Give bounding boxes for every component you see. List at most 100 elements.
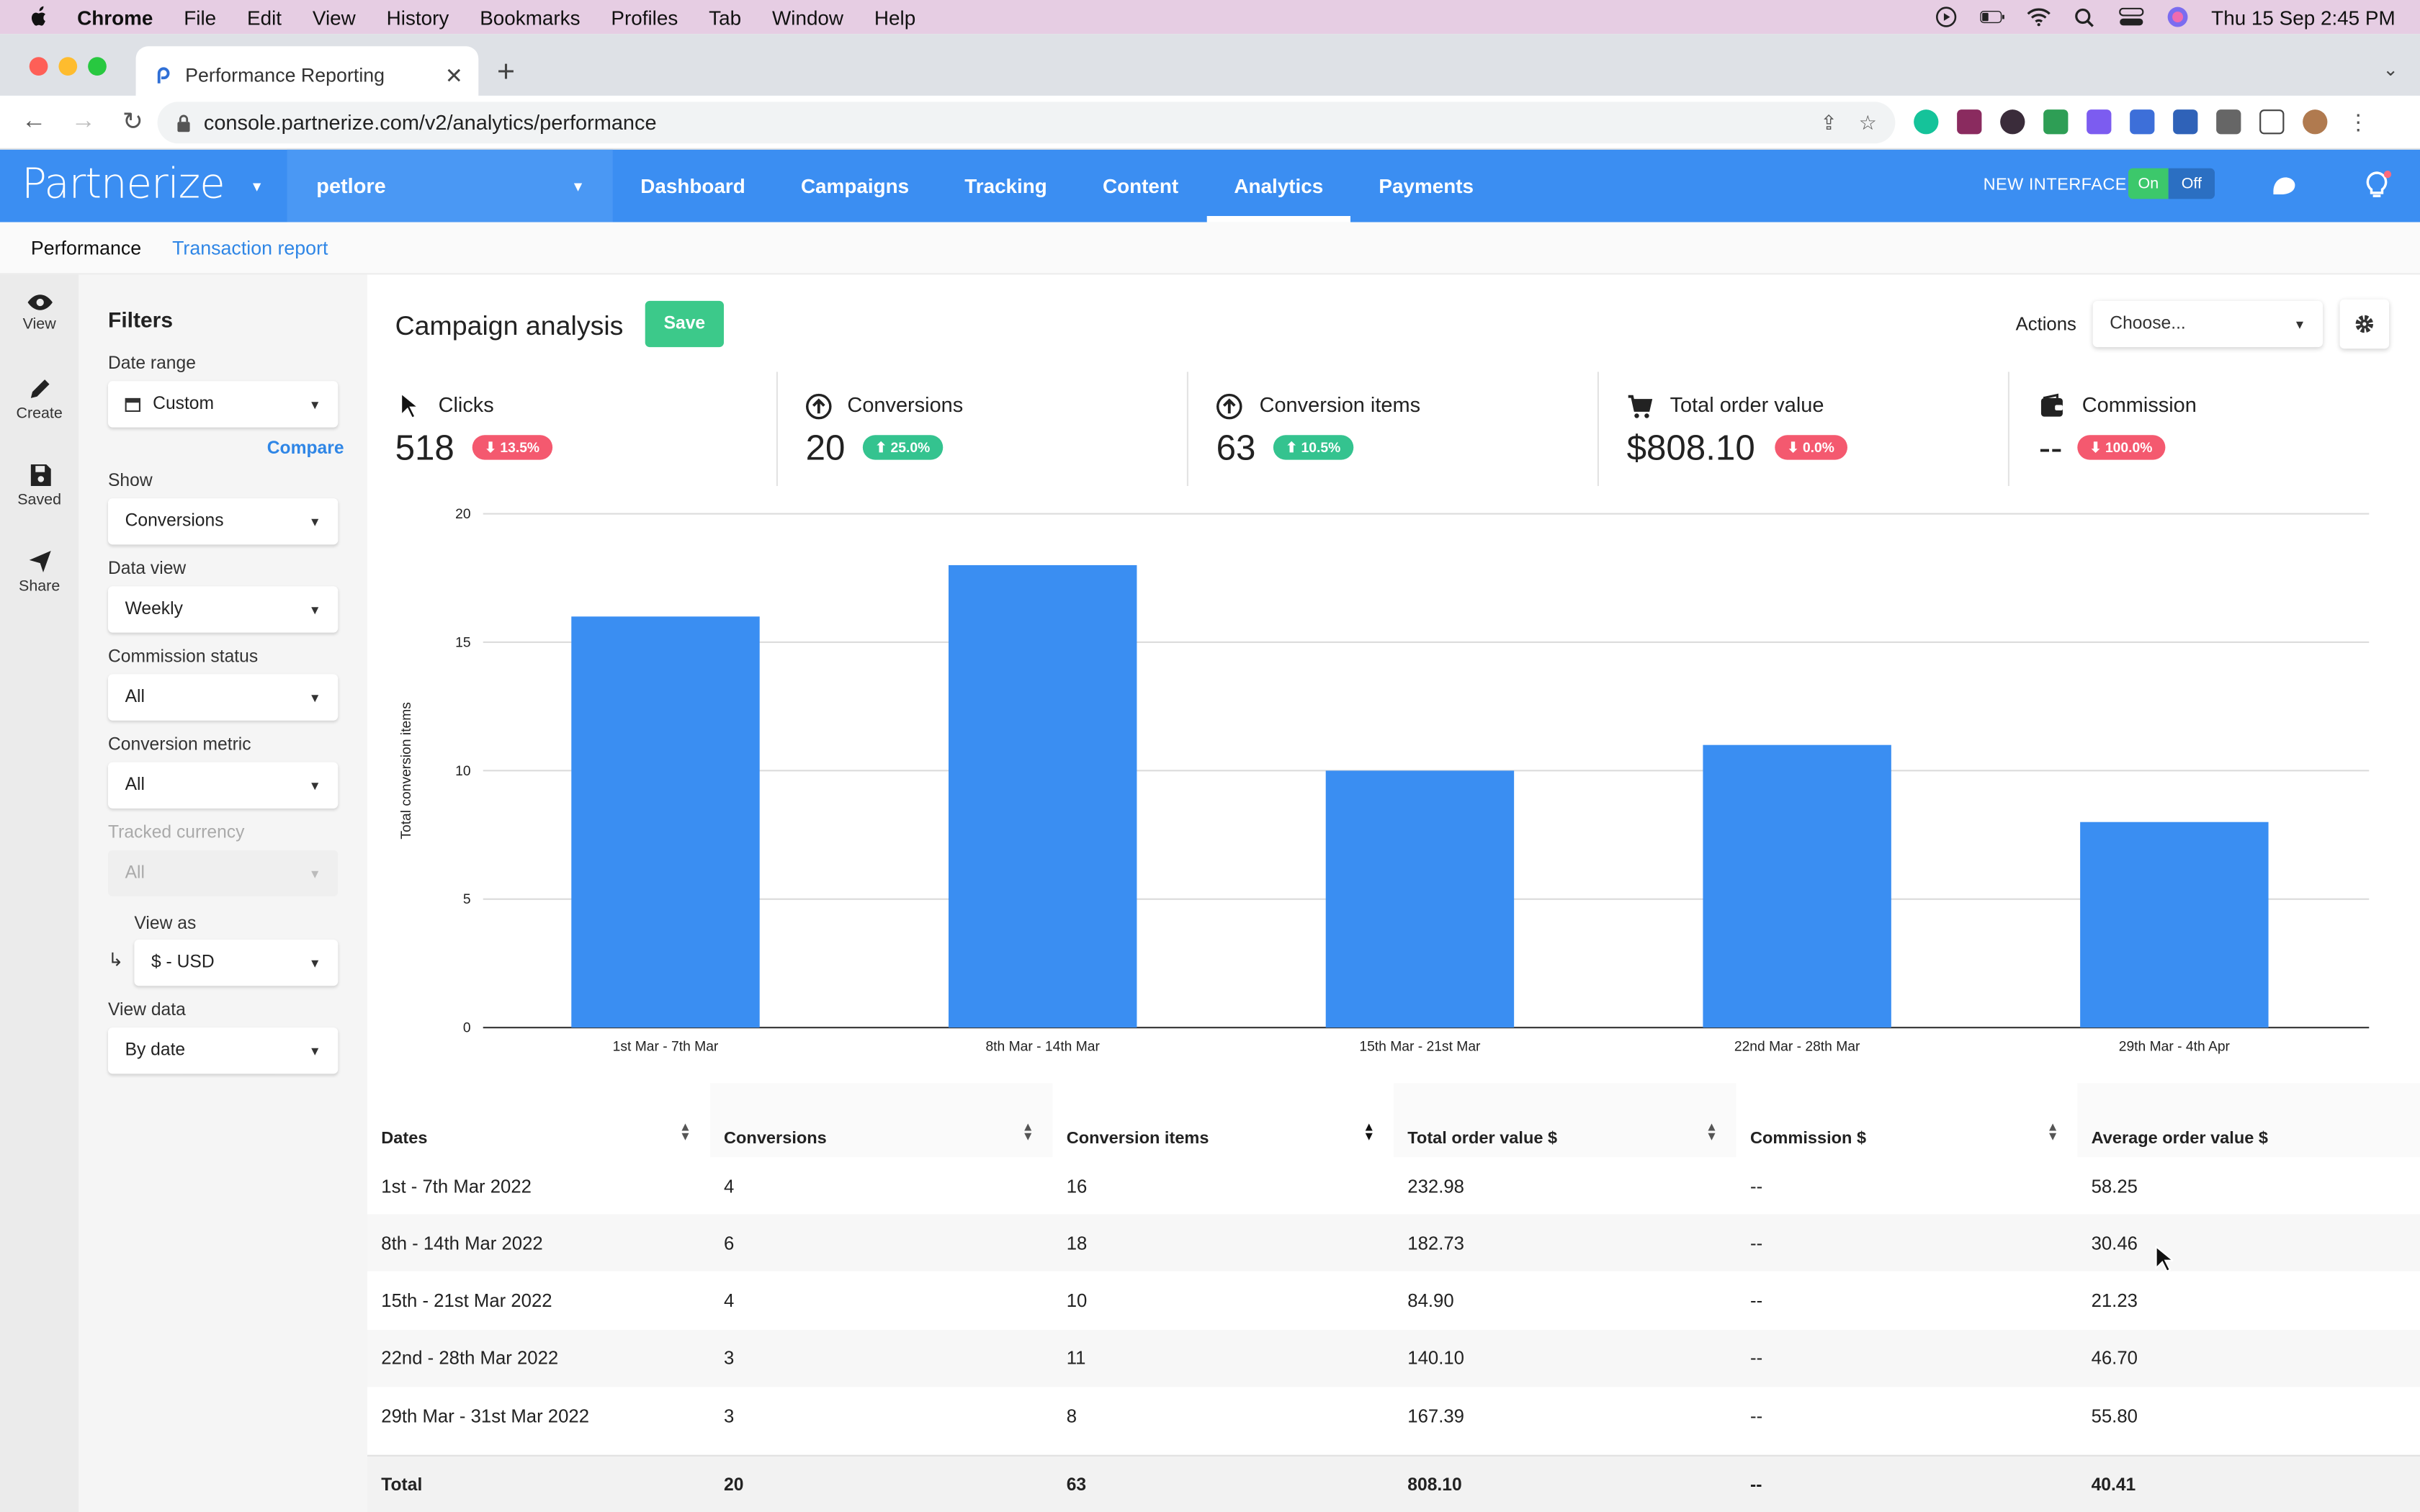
menu-edit[interactable]: Edit [247, 5, 282, 29]
menu-bookmarks[interactable]: Bookmarks [480, 5, 581, 29]
spotlight-search-icon[interactable] [2072, 6, 2097, 28]
share-page-icon[interactable]: ⇪ [1820, 111, 1837, 135]
data-view-select[interactable]: Weekly ▼ [108, 586, 339, 633]
extension-d-icon[interactable] [2087, 109, 2112, 135]
lock-icon[interactable] [176, 114, 191, 132]
battery-icon[interactable] [1979, 6, 2004, 28]
profile-avatar[interactable] [2303, 109, 2328, 135]
menu-help[interactable]: Help [874, 5, 916, 29]
col-header-conversion-items[interactable]: Conversion items ▲ ▼ [1052, 1083, 1394, 1157]
help-chat-icon[interactable] [2269, 170, 2300, 201]
rail-saved[interactable]: Saved [0, 463, 79, 509]
show-value: Conversions [125, 512, 224, 531]
bookmark-star-icon[interactable]: ☆ [1858, 111, 1877, 135]
menu-clock[interactable]: Thu 15 Sep 2:45 PM [2211, 5, 2396, 29]
nav-payments[interactable]: Payments [1379, 174, 1474, 198]
rail-view[interactable]: View [0, 293, 79, 333]
nav-content[interactable]: Content [1102, 174, 1179, 198]
col-header-commission[interactable]: Commission $ ▲ ▼ [1736, 1083, 2078, 1157]
toggle-on[interactable]: On [2128, 168, 2169, 199]
menu-tab[interactable]: Tab [709, 5, 742, 29]
menu-file[interactable]: File [184, 5, 217, 29]
menu-app-name[interactable]: Chrome [77, 5, 153, 29]
col-header-conversions[interactable]: Conversions ▲ ▼ [709, 1083, 1053, 1158]
tab-search-chevron-icon[interactable]: ⌄ [2383, 58, 2398, 81]
side-panel-icon[interactable] [2259, 109, 2285, 135]
sort-icon[interactable]: ▲ ▼ [2046, 1120, 2059, 1143]
save-button[interactable]: Save [645, 300, 724, 348]
col-header-label: Total order value $ [1407, 1129, 1558, 1148]
forward-icon[interactable]: → [71, 108, 96, 135]
sort-icon[interactable]: ▲ ▼ [1363, 1120, 1376, 1143]
back-icon[interactable]: ← [22, 108, 47, 135]
nav-dashboard[interactable]: Dashboard [640, 174, 745, 198]
sort-icon[interactable]: ▲ ▼ [679, 1120, 691, 1143]
lightbulb-icon[interactable] [2362, 170, 2393, 201]
sub-nav: Performance Transaction report [0, 222, 2420, 275]
sort-icon[interactable]: ▲ ▼ [1021, 1120, 1034, 1143]
rail-create[interactable]: Create [0, 377, 79, 423]
menu-history[interactable]: History [386, 5, 449, 29]
chevron-down-icon: ▼ [308, 867, 321, 881]
col-header-total-order-value[interactable]: Total order value $ ▲ ▼ [1393, 1083, 1736, 1158]
subnav-transaction-report[interactable]: Transaction report [172, 236, 328, 258]
nav-campaigns[interactable]: Campaigns [800, 174, 910, 198]
apple-icon[interactable] [28, 6, 50, 28]
extension-search-icon[interactable] [2173, 109, 2198, 135]
pencil-icon [30, 379, 49, 398]
table-row: 1st - 7th Mar 2022 4 16 232.98 -- 58.25 [367, 1157, 2420, 1214]
menu-window[interactable]: Window [771, 5, 844, 29]
logo-dropdown-caret-icon[interactable]: ▼ [250, 179, 264, 194]
view-data-select[interactable]: By date ▼ [108, 1027, 339, 1074]
table-cell: 8 [1066, 1405, 1077, 1427]
metric-label: Clicks [438, 393, 494, 417]
brand-selector[interactable]: petlore ▼ [287, 149, 613, 222]
table-cell: 46.70 [2091, 1347, 2138, 1369]
conversion-metric-value: All [125, 775, 145, 795]
col-header-dates[interactable]: Dates ▲ ▼ [367, 1083, 710, 1157]
nav-tracking[interactable]: Tracking [964, 174, 1047, 198]
wifi-icon[interactable] [2026, 6, 2051, 28]
extensions-puzzle-icon[interactable] [2216, 109, 2241, 135]
conversion-metric-select[interactable]: All ▼ [108, 762, 339, 809]
settings-button[interactable] [2339, 299, 2390, 349]
menu-profiles[interactable]: Profiles [611, 5, 678, 29]
metric-value: -- [2038, 427, 2063, 468]
maximize-window-button[interactable] [88, 57, 107, 76]
reload-icon[interactable]: ↻ [122, 109, 143, 136]
address-bar[interactable]: console.partnerize.com/v2/analytics/perf… [157, 102, 1896, 144]
compare-link[interactable]: Compare [266, 439, 344, 459]
window-controls [29, 57, 107, 76]
new-tab-icon[interactable]: + [497, 55, 516, 90]
control-center-icon[interactable] [2118, 6, 2143, 28]
extension-icon[interactable] [1957, 109, 1982, 135]
partnerize-logo[interactable]: Partnerize [22, 160, 225, 209]
table-cell: 6 [723, 1232, 735, 1254]
show-select[interactable]: Conversions ▼ [108, 498, 339, 545]
browser-tab[interactable]: Performance Reporting ✕ [135, 46, 479, 105]
date-range-select[interactable]: Custom ▼ [108, 381, 339, 428]
nav-analytics[interactable]: Analytics [1206, 150, 1351, 222]
browser-menu-icon[interactable]: ⋮ [2347, 109, 2370, 135]
view-as-select[interactable]: $ - USD ▼ [134, 940, 339, 986]
extension-k-icon[interactable] [2000, 109, 2025, 135]
toggle-off[interactable]: Off [2168, 168, 2215, 199]
siri-icon[interactable] [2165, 6, 2190, 28]
sort-icon[interactable]: ▲ ▼ [1706, 1120, 1718, 1143]
menu-view[interactable]: View [312, 5, 356, 29]
bar [1325, 770, 1515, 1028]
rail-share[interactable]: Share [0, 549, 79, 595]
actions-select[interactable]: Choose... ▼ [2092, 300, 2323, 348]
play-icon[interactable] [1933, 6, 1958, 28]
extension-wave-icon[interactable] [2130, 109, 2155, 135]
extension-flag-icon[interactable] [2043, 109, 2069, 135]
extensions-area: ⋮ [1914, 109, 2370, 135]
subnav-performance[interactable]: Performance [30, 236, 142, 258]
new-interface-toggle[interactable]: On Off [2128, 168, 2215, 199]
col-header-average-order-value[interactable]: Average order value $ [2077, 1083, 2420, 1158]
commission-status-select[interactable]: All ▼ [108, 674, 339, 721]
minimize-window-button[interactable] [58, 57, 78, 76]
grammarly-extension-icon[interactable] [1914, 109, 1939, 135]
close-window-button[interactable] [29, 57, 48, 76]
close-tab-icon[interactable]: ✕ [444, 63, 463, 89]
